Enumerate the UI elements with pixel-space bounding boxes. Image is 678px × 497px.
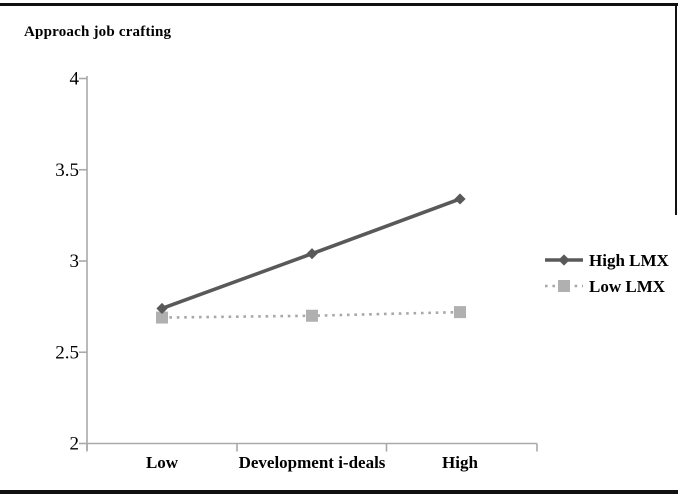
- y-tick-label: 3: [70, 251, 80, 272]
- y-tick-label: 2: [70, 434, 80, 455]
- square-marker: [306, 309, 318, 322]
- y-tick-label: 3.5: [55, 160, 79, 181]
- chart-title: Approach job crafting: [24, 24, 172, 40]
- series-high-lmx: [156, 193, 466, 315]
- legend-item-low-lmx: Low LMX: [545, 277, 666, 296]
- y-tick-label: 4: [70, 69, 80, 90]
- bottom-rule: [0, 490, 678, 494]
- right-edge-rule: [675, 3, 677, 215]
- diamond-marker: [454, 193, 466, 205]
- square-marker: [156, 311, 168, 324]
- top-rule: [0, 3, 678, 6]
- square-marker: [558, 280, 570, 292]
- legend-label: Low LMX: [589, 277, 666, 296]
- legend-item-high-lmx: High LMX: [545, 251, 670, 270]
- diamond-marker: [156, 302, 168, 315]
- axes: 2 2.5 3 3.5 4 Low Development i-deals High: [55, 69, 538, 472]
- square-marker: [454, 306, 466, 319]
- x-category-label: High: [442, 453, 478, 472]
- legend-label: High LMX: [589, 251, 670, 270]
- series-low-lmx: [156, 306, 466, 324]
- y-tick-label: 2.5: [55, 342, 79, 363]
- legend: High LMX Low LMX: [545, 251, 670, 296]
- diamond-marker: [558, 254, 570, 266]
- diamond-marker: [306, 248, 318, 260]
- x-category-label: Low: [146, 453, 179, 472]
- x-category-label: Development i-deals: [239, 453, 386, 472]
